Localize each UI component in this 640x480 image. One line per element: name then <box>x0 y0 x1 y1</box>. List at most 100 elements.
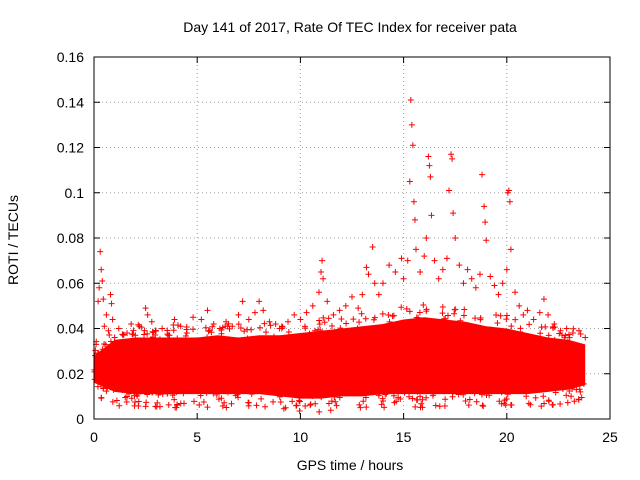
band-point <box>356 401 363 408</box>
data-point <box>297 316 304 323</box>
y-tick-label: 0.02 <box>57 366 84 382</box>
band-point <box>91 376 98 383</box>
band-point <box>359 361 366 368</box>
band-point <box>204 361 211 368</box>
band-point <box>280 405 287 412</box>
band-point <box>142 366 149 373</box>
band-point <box>204 404 211 411</box>
band-point <box>494 320 501 327</box>
band-point <box>561 361 568 368</box>
band-point <box>371 314 378 321</box>
band-point <box>307 401 314 408</box>
data-point <box>540 296 547 303</box>
band-point <box>311 327 318 334</box>
grid-lines <box>94 57 610 419</box>
band-point <box>309 387 316 394</box>
band-point <box>382 391 389 398</box>
band-point <box>497 339 504 346</box>
data-point <box>198 316 205 323</box>
band-point <box>540 345 547 352</box>
band-point <box>175 340 182 347</box>
band-point <box>139 339 146 346</box>
band-point <box>540 373 547 380</box>
band-point <box>417 393 424 400</box>
data-point <box>96 284 103 291</box>
band-point <box>378 401 385 408</box>
plot-frame <box>93 56 611 420</box>
band-point <box>424 329 431 336</box>
band-point <box>196 371 203 378</box>
band-point <box>131 392 138 399</box>
data-points <box>91 96 589 415</box>
band-point <box>432 402 439 409</box>
band-point <box>225 336 232 343</box>
band-point <box>293 388 300 395</box>
band-point <box>507 335 514 342</box>
band-point <box>564 338 571 345</box>
band-point <box>210 349 217 356</box>
band-point <box>471 390 478 397</box>
data-point <box>115 325 122 332</box>
band-point <box>525 368 532 375</box>
band-point <box>220 384 227 391</box>
band-point <box>260 344 267 351</box>
band-point <box>412 345 419 352</box>
band-point <box>337 325 344 332</box>
band-point <box>416 352 423 359</box>
band-point <box>226 355 233 362</box>
band-point <box>423 394 430 401</box>
band-point <box>486 370 493 377</box>
band-point <box>420 301 427 308</box>
band-point <box>129 354 136 361</box>
data-point <box>94 359 101 366</box>
band-point <box>517 353 524 360</box>
data-point <box>476 271 483 278</box>
band-point <box>279 323 286 330</box>
data-point <box>159 325 166 332</box>
data-point <box>285 318 292 325</box>
band-point <box>529 354 536 361</box>
band-point <box>401 380 408 387</box>
band-point <box>565 331 572 338</box>
data-point <box>520 311 527 318</box>
band-point <box>227 360 234 367</box>
band-point <box>352 333 359 340</box>
band-point <box>547 383 554 390</box>
band-point <box>538 324 545 331</box>
band-point <box>181 341 188 348</box>
data-point <box>421 253 428 260</box>
band-point <box>141 370 148 377</box>
band-point <box>480 344 487 351</box>
band-point <box>127 340 134 347</box>
band-point <box>159 391 166 398</box>
band-point <box>365 327 372 334</box>
band-point <box>384 356 391 363</box>
band-point <box>124 365 131 372</box>
band-point <box>161 384 168 391</box>
band-point <box>452 355 459 362</box>
band-point <box>296 358 303 365</box>
band-point <box>296 408 303 415</box>
band-point <box>520 361 527 368</box>
band-point <box>254 388 261 395</box>
band-point <box>292 373 299 380</box>
band-point <box>201 353 208 360</box>
band-point <box>342 350 349 357</box>
band-point <box>564 399 571 406</box>
band-point <box>270 333 277 340</box>
band-point <box>501 397 508 404</box>
band-point <box>475 380 482 387</box>
band-point <box>370 373 377 380</box>
data-point <box>105 327 112 334</box>
band-point <box>341 367 348 374</box>
band-point <box>482 364 489 371</box>
band-point <box>135 352 142 359</box>
band-point <box>395 390 402 397</box>
band-point <box>481 370 488 377</box>
band-point <box>442 358 449 365</box>
band-point <box>403 337 410 344</box>
band-point <box>428 343 435 350</box>
band-point <box>554 369 561 376</box>
band-point <box>451 306 458 313</box>
data-point <box>512 289 519 296</box>
